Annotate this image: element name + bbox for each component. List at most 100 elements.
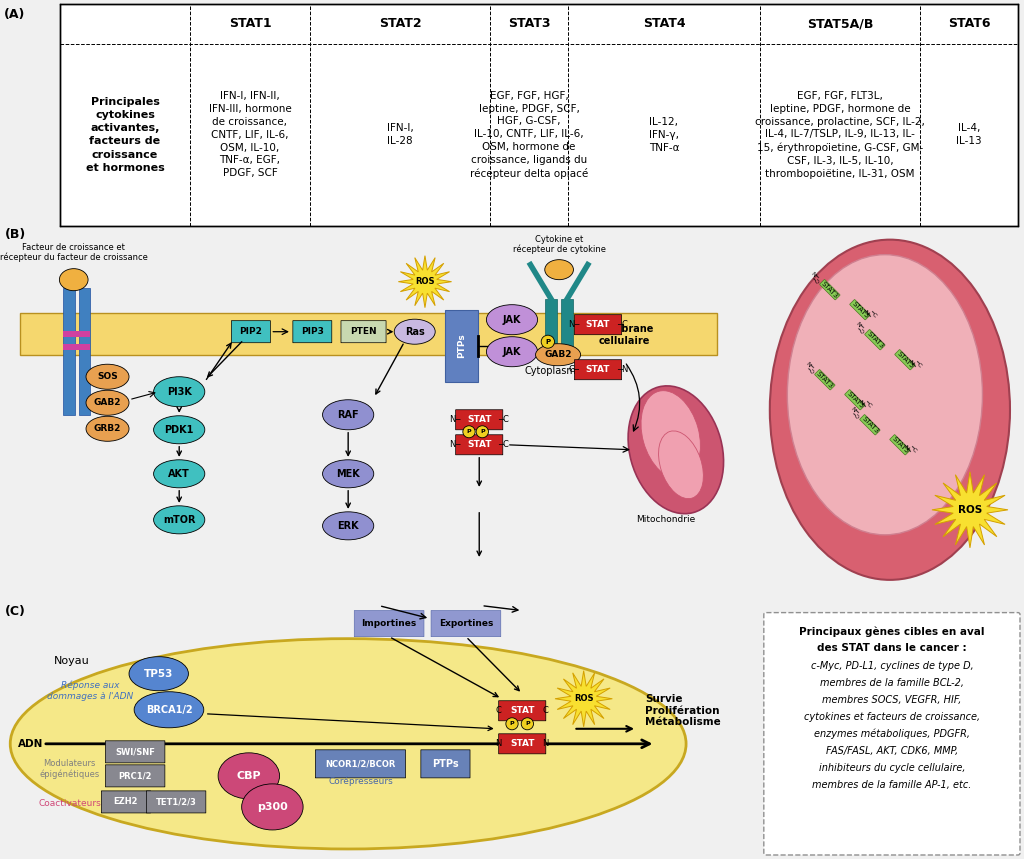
Ellipse shape xyxy=(154,377,205,407)
Text: C─: C─ xyxy=(812,273,821,283)
Ellipse shape xyxy=(10,638,686,849)
FancyBboxPatch shape xyxy=(293,320,332,343)
FancyBboxPatch shape xyxy=(421,750,470,778)
Text: (B): (B) xyxy=(5,228,27,241)
Text: membres SOCS, VEGFR, HIF,: membres SOCS, VEGFR, HIF, xyxy=(822,695,962,704)
Text: STAT5: STAT5 xyxy=(850,300,869,320)
Text: GAB2: GAB2 xyxy=(94,399,121,407)
Text: STAT4: STAT4 xyxy=(643,17,685,30)
Ellipse shape xyxy=(86,364,129,389)
Ellipse shape xyxy=(787,254,982,535)
Text: STAT1: STAT1 xyxy=(228,17,271,30)
Text: récepteur de cytokine: récepteur de cytokine xyxy=(513,244,605,253)
FancyBboxPatch shape xyxy=(105,740,165,763)
Text: STAT6: STAT6 xyxy=(948,17,990,30)
Text: ─N: ─N xyxy=(865,308,874,317)
Text: JAK: JAK xyxy=(503,347,521,356)
Bar xyxy=(545,299,557,355)
Text: CBP: CBP xyxy=(237,771,261,781)
Text: STAT5: STAT5 xyxy=(895,350,914,369)
Text: enzymes métaboliques, PDGFR,: enzymes métaboliques, PDGFR, xyxy=(814,728,970,740)
Ellipse shape xyxy=(521,718,534,730)
Text: C: C xyxy=(496,706,502,716)
Ellipse shape xyxy=(476,426,488,438)
Text: TP53: TP53 xyxy=(144,668,173,679)
Text: Principaux gènes cibles en aval: Principaux gènes cibles en aval xyxy=(799,626,985,637)
Ellipse shape xyxy=(154,460,205,488)
Ellipse shape xyxy=(86,417,129,442)
Text: STAT3: STAT3 xyxy=(815,370,835,389)
Text: ─C: ─C xyxy=(868,309,878,319)
Ellipse shape xyxy=(486,305,538,335)
Text: PIP2: PIP2 xyxy=(240,327,262,336)
Text: ADN: ADN xyxy=(17,739,43,749)
Text: STAT: STAT xyxy=(467,415,492,424)
Text: ─N: ─N xyxy=(616,365,629,375)
Text: PTEN: PTEN xyxy=(350,327,377,336)
Text: cytokines et facteurs de croissance,: cytokines et facteurs de croissance, xyxy=(804,712,980,722)
Text: Exportines: Exportines xyxy=(438,619,494,628)
Ellipse shape xyxy=(218,752,280,799)
Text: IL-12,
IFN-γ,
TNF-α: IL-12, IFN-γ, TNF-α xyxy=(649,117,679,153)
Text: c-Myc, PD-L1, cyclines de type D,: c-Myc, PD-L1, cyclines de type D, xyxy=(811,661,973,671)
Text: PTPs: PTPs xyxy=(432,758,459,769)
Text: p300: p300 xyxy=(257,802,288,812)
Text: STAT: STAT xyxy=(467,441,492,449)
FancyBboxPatch shape xyxy=(499,701,546,721)
Text: Noyau: Noyau xyxy=(54,655,89,666)
Polygon shape xyxy=(398,256,452,308)
Ellipse shape xyxy=(536,344,581,366)
Text: STAT3: STAT3 xyxy=(860,415,880,435)
Text: C─: C─ xyxy=(568,365,579,375)
Ellipse shape xyxy=(486,337,538,367)
Ellipse shape xyxy=(59,269,88,290)
Text: BRCA1/2: BRCA1/2 xyxy=(145,704,193,715)
Text: Ras: Ras xyxy=(404,326,425,337)
Text: N─: N─ xyxy=(850,406,860,416)
Text: (A): (A) xyxy=(4,8,26,21)
Text: C─: C─ xyxy=(807,363,816,373)
Text: JAK: JAK xyxy=(503,314,521,325)
Text: FAS/FASL, AKT, CDK6, MMP,: FAS/FASL, AKT, CDK6, MMP, xyxy=(825,746,958,756)
Ellipse shape xyxy=(463,426,475,438)
Text: STAT: STAT xyxy=(510,706,535,716)
Text: récepteur du facteur de croissance: récepteur du facteur de croissance xyxy=(0,253,147,262)
FancyBboxPatch shape xyxy=(146,791,206,813)
Text: EZH2: EZH2 xyxy=(114,797,138,807)
Text: TET1/2/3: TET1/2/3 xyxy=(156,797,197,807)
Text: PDK1: PDK1 xyxy=(165,424,194,435)
Text: IFN-I, IFN-II,
IFN-III, hormone
de croissance,
CNTF, LIF, IL-6,
OSM, IL-10,
TNF-: IFN-I, IFN-II, IFN-III, hormone de crois… xyxy=(209,91,292,178)
Text: Facteur de croissance et: Facteur de croissance et xyxy=(23,242,125,252)
Text: IL-4,
IL-13: IL-4, IL-13 xyxy=(956,124,982,146)
Text: ROS: ROS xyxy=(573,694,594,704)
Text: membres de la famille AP-1, etc.: membres de la famille AP-1, etc. xyxy=(812,780,972,790)
FancyBboxPatch shape xyxy=(574,360,622,380)
Text: Membrane: Membrane xyxy=(595,324,654,333)
Text: N─: N─ xyxy=(449,441,461,449)
Polygon shape xyxy=(555,671,612,727)
Text: PIP3: PIP3 xyxy=(301,327,324,336)
Text: N: N xyxy=(496,740,502,748)
Text: membres de la famille BCL-2,: membres de la famille BCL-2, xyxy=(820,678,964,688)
FancyBboxPatch shape xyxy=(764,612,1020,855)
FancyBboxPatch shape xyxy=(231,320,270,343)
Text: Corépresseurs: Corépresseurs xyxy=(328,777,393,786)
Ellipse shape xyxy=(323,460,374,488)
Bar xyxy=(63,344,90,350)
Text: STAT3: STAT3 xyxy=(820,280,840,299)
Text: Mitochondrie: Mitochondrie xyxy=(636,515,695,524)
Bar xyxy=(79,288,90,415)
Text: ─N: ─N xyxy=(910,357,920,367)
Text: des STAT dans le cancer :: des STAT dans le cancer : xyxy=(817,643,967,653)
Text: EGF, FGF, FLT3L,
leptine, PDGF, hormone de
croissance, prolactine, SCF, IL-2,
IL: EGF, FGF, FLT3L, leptine, PDGF, hormone … xyxy=(755,91,925,179)
Ellipse shape xyxy=(154,506,205,533)
Text: mTOR: mTOR xyxy=(163,515,196,525)
Bar xyxy=(20,313,717,355)
Text: Survie
Prolifération
Métabolisme: Survie Prolifération Métabolisme xyxy=(645,694,721,728)
Text: ─C: ─C xyxy=(617,320,628,329)
Bar xyxy=(63,288,75,415)
Text: EGF, FGF, HGF,
leptine, PDGF, SCF,
HGF, G-CSF,
IL-10, CNTF, LIF, IL-6,
OSM, horm: EGF, FGF, HGF, leptine, PDGF, SCF, HGF, … xyxy=(470,91,588,179)
Text: N─: N─ xyxy=(805,361,815,371)
Text: Cytoplasme: Cytoplasme xyxy=(524,366,582,375)
Text: Principales
cytokines
activantes,
facteurs de
croissance
et hormones: Principales cytokines activantes, facteu… xyxy=(86,97,165,173)
